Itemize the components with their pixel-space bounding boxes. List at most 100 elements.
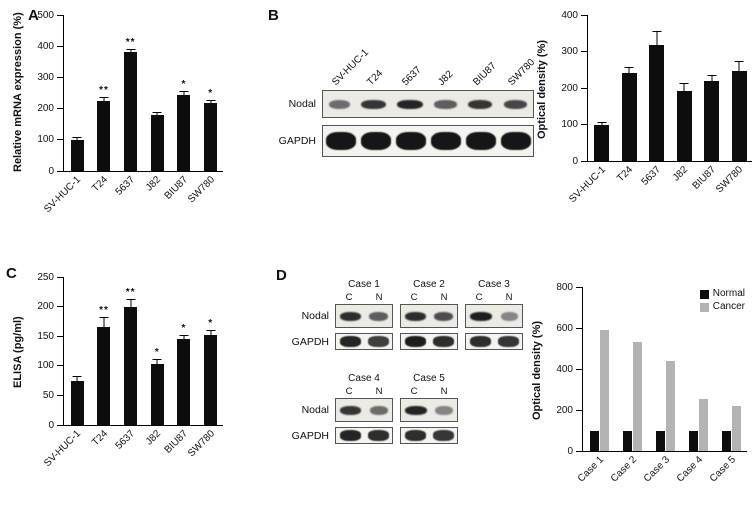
bar-slot [715, 288, 748, 451]
significance-marker: * [208, 318, 214, 330]
y-tick: 50 [43, 390, 64, 401]
bar-group [150, 114, 164, 171]
bar [590, 430, 599, 451]
error-bar [152, 359, 162, 364]
y-tick: 400 [561, 10, 588, 21]
blot-band [397, 99, 423, 109]
lane-label: C [345, 292, 353, 303]
nodal-membrane [335, 398, 393, 422]
bar [699, 398, 708, 451]
lane-label: SV-HUC-1 [329, 47, 371, 88]
gapdh-membrane [335, 427, 393, 444]
bar-slot [64, 16, 91, 171]
case-title: Case 1 [348, 279, 380, 290]
y-tick-label: 400 [561, 9, 578, 21]
nodal-membrane [322, 90, 534, 118]
error-bar [126, 48, 136, 53]
error-bar [179, 335, 189, 340]
blot-band [470, 311, 492, 321]
blot-row-nodal: Nodal [278, 90, 534, 118]
lane-label: SW780 [506, 57, 538, 88]
bar-group [97, 327, 111, 425]
y-tick-label: 100 [561, 119, 578, 130]
x-axis-labels: Case 1 Case 2 Case 3 Case 4 Case 5 [575, 452, 747, 498]
western-blot-cases: Nodal GAPDH Case 1 C N Case 2 C N Case 3 C N Nodal G… [291, 278, 529, 444]
error-bar [99, 316, 109, 328]
y-tick-label: 300 [561, 46, 578, 57]
chart-body: 0 50 100 150 200 250 ** ** * * * SV-HUC-1 T24 5637 J82… [27, 272, 223, 484]
bar-slot [144, 16, 171, 171]
bar-group [731, 70, 747, 161]
bar-slot [588, 16, 616, 161]
bar-group [689, 398, 708, 451]
bar-slot [682, 288, 715, 451]
blot-row-label: Nodal [301, 310, 329, 322]
significance-marker: * [181, 323, 187, 334]
blot-band [361, 99, 387, 109]
blot-band [367, 430, 389, 441]
blot-band [503, 99, 528, 109]
blot-row-label: GAPDH [291, 429, 329, 442]
bar [97, 100, 111, 171]
panel-a-label: A [28, 7, 39, 24]
significance-marker: * [154, 347, 160, 359]
bar-group [177, 94, 191, 171]
case-title: Case 4 [348, 373, 380, 384]
western-blot-cell-lines: SV-HUC-1 T24 5637 J82 BIU87 SW780 Nodal GAPDH [278, 44, 538, 157]
error-bar [179, 90, 189, 95]
blot-band [433, 311, 454, 321]
y-axis-label: Optical density (%) [536, 39, 548, 139]
y-axis-label: Optical density (%) [531, 320, 543, 420]
case-title: Case 3 [478, 279, 510, 290]
blot-band [432, 430, 454, 441]
gapdh-membrane [322, 125, 534, 157]
bar [204, 103, 218, 171]
case-title: Case 5 [413, 373, 445, 384]
blot-band [430, 132, 461, 150]
bar [150, 114, 164, 171]
bar [204, 335, 218, 425]
blot-band [469, 336, 491, 347]
y-tick-label: 200 [556, 404, 573, 416]
chart-body: 0 200 400 600 800 Normal Cancer Case 1 Case 2 Cas… [546, 282, 748, 498]
blot-band [360, 132, 391, 150]
plot-area: 0 50 100 150 200 250 ** ** * * * [37, 272, 223, 431]
y-tick: 200 [37, 301, 64, 312]
blot-band [340, 311, 361, 321]
bar-group [676, 90, 692, 161]
error-bar [126, 298, 136, 307]
plot-area: 0 100 200 300 400 500 ** ** * * [37, 10, 223, 177]
bar [97, 327, 111, 425]
bar-slot: ** [91, 278, 118, 425]
bar [150, 364, 164, 425]
y-tick: 0 [48, 166, 64, 177]
gapdh-membrane [335, 333, 393, 350]
y-tick: 800 [556, 282, 583, 293]
blot-row-labels: Nodal GAPDH [291, 372, 334, 444]
optical-density-chart-cases: Optical density (%) 0 200 400 600 800 Normal Ca… [531, 282, 748, 498]
bar-slot [643, 16, 671, 161]
panel-b-label: B [268, 7, 279, 24]
blot-band [339, 336, 361, 347]
y-tick-label: 400 [37, 40, 54, 52]
gapdh-membrane [400, 427, 458, 444]
lane-label: 5637 [400, 64, 425, 88]
bar [70, 380, 84, 425]
bottom-row: C ELISA (pg/ml) 0 50 100 150 200 250 ** ** * * * SV-… [0, 252, 752, 508]
blot-band [369, 405, 388, 415]
lane-label: T24 [365, 68, 386, 88]
plot-area: 0 100 200 300 400 [561, 10, 752, 167]
blot-lane-labels: SV-HUC-1 T24 5637 J82 BIU87 SW780 [322, 44, 538, 90]
y-tick-label: 200 [37, 103, 54, 115]
y-tick: 600 [556, 323, 583, 334]
gapdh-row-label: GAPDH [278, 135, 316, 147]
y-tick-label: 400 [556, 363, 573, 375]
y-tick: 100 [561, 119, 588, 130]
nodal-membrane [465, 304, 523, 328]
blot-band [325, 132, 356, 150]
blot-row-labels: Nodal GAPDH [292, 278, 334, 350]
bar [633, 342, 642, 451]
